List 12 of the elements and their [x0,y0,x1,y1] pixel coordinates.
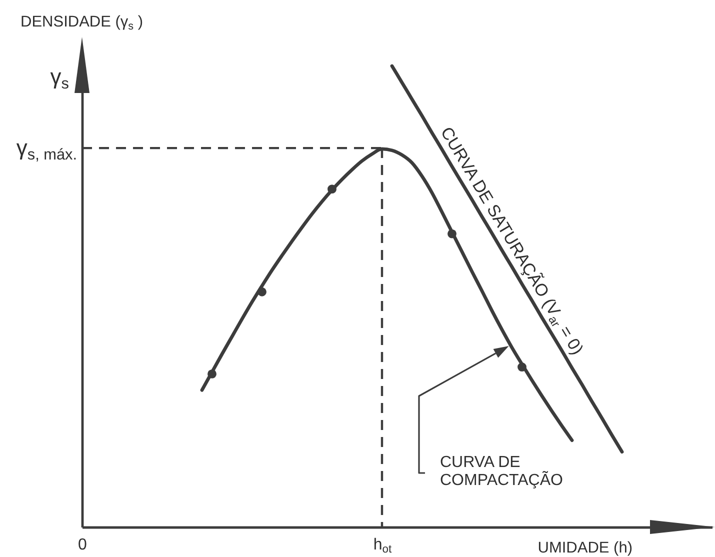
y-axis-title: DENSIDADE (γ$_{s}$ ) [20,14,144,33]
text: γ$_{s}$ [50,64,70,92]
x-tick-label: 0 [78,536,88,554]
point [518,362,526,372]
point [208,369,216,378]
x-tick-label: h$_{ot}$ [373,536,393,556]
x-axis-title: UMIDADE (h) [538,540,632,556]
ref-line-label: γ$_{s, máx.}$ [16,135,77,164]
point [258,287,266,296]
point [328,184,336,194]
series-label: CURVA DE COMPACTAÇÃO [440,454,563,489]
point [448,229,456,238]
